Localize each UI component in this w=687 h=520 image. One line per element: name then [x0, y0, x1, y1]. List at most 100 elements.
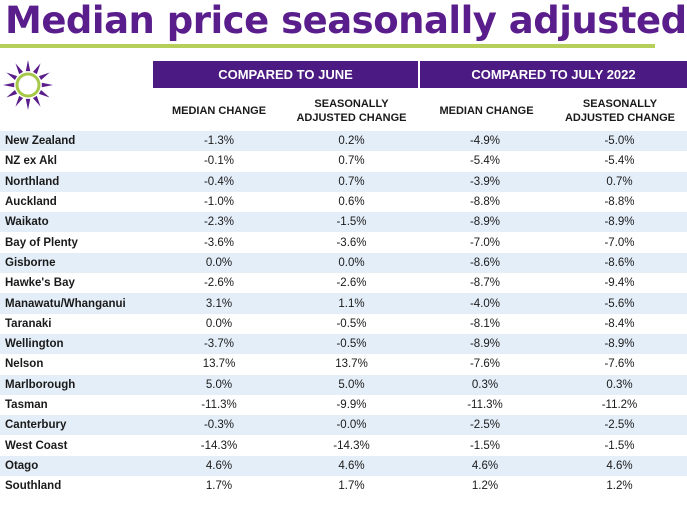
june-median-change-cell: 0.0%	[153, 252, 285, 274]
table-row: Bay of Plenty -3.6% -3.6% -7.0% -7.0%	[0, 232, 687, 253]
july2022-median-change-cell: -8.1%	[418, 313, 552, 334]
july2022-seasonally-adjusted-cell: -8.9%	[552, 333, 687, 355]
table-row: Taranaki 0.0% -0.5% -8.1% -8.4%	[0, 313, 687, 334]
june-seasonally-adjusted-cell: -9.9%	[285, 394, 418, 416]
header-compared-to-july-2022-label: COMPARED TO JULY 2022	[471, 67, 636, 82]
col-header-june-median-change-label: MEDIAN CHANGE	[171, 105, 267, 117]
july2022-median-change-cell: -8.8%	[418, 191, 552, 213]
region-cell: Southland	[0, 476, 153, 497]
july2022-seasonally-adjusted-cell: -8.9%	[552, 212, 687, 233]
sun-ray	[3, 82, 15, 88]
region-cell: Otago	[0, 455, 153, 477]
region-cell: Gisborne	[0, 252, 153, 274]
july2022-median-change-cell: -8.7%	[418, 273, 552, 294]
table-row: Nelson 13.7% 13.7% -7.6% -7.6%	[0, 354, 687, 375]
region-cell: Nelson	[0, 354, 153, 375]
july2022-median-change-cell: 1.2%	[418, 476, 552, 497]
june-seasonally-adjusted-cell: -0.5%	[285, 313, 418, 334]
col-header-line1: SEASONALLY	[314, 98, 389, 110]
june-seasonally-adjusted-cell: 0.6%	[285, 191, 418, 213]
col-header-line2: ADJUSTED CHANGE	[296, 112, 407, 124]
june-median-change-cell: -2.6%	[153, 273, 285, 294]
july2022-seasonally-adjusted-cell: -1.5%	[552, 435, 687, 456]
sun-ray	[38, 72, 50, 81]
region-cell: Waikato	[0, 212, 153, 233]
june-seasonally-adjusted-cell: -0.0%	[285, 415, 418, 436]
col-header-july2022-seasonally-adjusted-label: SEASONALLY ADJUSTED CHANGE	[565, 97, 675, 125]
june-seasonally-adjusted-cell: 0.7%	[285, 171, 418, 192]
july2022-seasonally-adjusted-cell: 1.2%	[552, 476, 687, 497]
june-median-change-cell: -14.3%	[153, 435, 285, 456]
col-header-line1: SEASONALLY	[582, 98, 658, 110]
sun-ray	[15, 95, 24, 107]
june-median-change-cell: -0.4%	[153, 171, 285, 192]
table-row: Northland -0.4% 0.7% -3.9% 0.7%	[0, 171, 687, 192]
july2022-seasonally-adjusted-cell: 4.6%	[552, 455, 687, 477]
june-median-change-cell: 5.0%	[153, 374, 285, 395]
sun-ray	[25, 60, 31, 72]
region-cell: Tasman	[0, 394, 153, 416]
june-seasonally-adjusted-cell: -14.3%	[285, 435, 418, 456]
july2022-median-change-cell: -1.5%	[418, 435, 552, 456]
june-seasonally-adjusted-cell: -2.6%	[285, 273, 418, 294]
header-compared-to-july-2022: COMPARED TO JULY 2022	[420, 61, 687, 88]
region-cell: Canterbury	[0, 415, 153, 436]
table-row: Auckland -1.0% 0.6% -8.8% -8.8%	[0, 191, 687, 213]
july2022-seasonally-adjusted-cell: 0.3%	[552, 374, 687, 395]
july2022-median-change-cell: -4.9%	[418, 131, 552, 152]
july2022-median-change-cell: -2.5%	[418, 415, 552, 436]
july2022-median-change-cell: 4.6%	[418, 455, 552, 477]
june-seasonally-adjusted-cell: 5.0%	[285, 374, 418, 395]
region-cell: West Coast	[0, 435, 153, 456]
june-median-change-cell: -3.6%	[153, 232, 285, 253]
region-cell: New Zealand	[0, 131, 153, 152]
table-row: Gisborne 0.0% 0.0% -8.6% -8.6%	[0, 252, 687, 274]
june-median-change-cell: 3.1%	[153, 293, 285, 314]
july2022-seasonally-adjusted-cell: -5.4%	[552, 151, 687, 172]
title-underline	[0, 44, 655, 48]
sun-ray	[32, 95, 41, 107]
july2022-seasonally-adjusted-cell: -2.5%	[552, 415, 687, 436]
table-row: Manawatu/Whanganui 3.1% 1.1% -4.0% -5.6%	[0, 293, 687, 314]
table-row: Southland 1.7% 1.7% 1.2% 1.2%	[0, 476, 687, 497]
june-seasonally-adjusted-cell: 1.7%	[285, 476, 418, 497]
sun-core	[15, 72, 41, 98]
june-seasonally-adjusted-cell: 0.7%	[285, 151, 418, 172]
july2022-median-change-cell: -8.9%	[418, 333, 552, 355]
july2022-median-change-cell: -7.0%	[418, 232, 552, 253]
june-seasonally-adjusted-cell: -1.5%	[285, 212, 418, 233]
sun-ray	[38, 89, 50, 98]
table-row: Tasman -11.3% -9.9% -11.3% -11.2%	[0, 394, 687, 416]
table-row: Wellington -3.7% -0.5% -8.9% -8.9%	[0, 333, 687, 355]
sun-ray	[6, 89, 18, 98]
region-cell: Northland	[0, 171, 153, 192]
col-header-june-median-change: MEDIAN CHANGE	[153, 96, 285, 126]
july2022-seasonally-adjusted-cell: -5.0%	[552, 131, 687, 152]
july2022-median-change-cell: -8.6%	[418, 252, 552, 274]
july2022-seasonally-adjusted-cell: -7.6%	[552, 354, 687, 375]
july2022-median-change-cell: -5.4%	[418, 151, 552, 172]
col-header-july2022-seasonally-adjusted: SEASONALLY ADJUSTED CHANGE	[553, 96, 687, 126]
region-cell: Hawke's Bay	[0, 273, 153, 294]
sun-ray	[32, 63, 41, 75]
july2022-seasonally-adjusted-cell: -7.0%	[552, 232, 687, 253]
july2022-median-change-cell: -7.6%	[418, 354, 552, 375]
region-cell: Taranaki	[0, 313, 153, 334]
june-median-change-cell: 0.0%	[153, 313, 285, 334]
header-compared-to-june-label: COMPARED TO JUNE	[218, 67, 353, 82]
table-row: Waikato -2.3% -1.5% -8.9% -8.9%	[0, 212, 687, 233]
june-median-change-cell: 1.7%	[153, 476, 285, 497]
col-header-line2: ADJUSTED CHANGE	[564, 112, 675, 124]
june-seasonally-adjusted-cell: 1.1%	[285, 293, 418, 314]
june-seasonally-adjusted-cell: 4.6%	[285, 455, 418, 477]
table-row: Otago 4.6% 4.6% 4.6% 4.6%	[0, 455, 687, 477]
sun-ray	[6, 72, 18, 81]
col-header-july2022-median-change: MEDIAN CHANGE	[420, 96, 553, 126]
july2022-seasonally-adjusted-cell: -11.2%	[552, 394, 687, 416]
header-compared-to-june: COMPARED TO JUNE	[153, 61, 418, 88]
table-row: West Coast -14.3% -14.3% -1.5% -1.5%	[0, 435, 687, 456]
june-seasonally-adjusted-cell: 0.0%	[285, 252, 418, 274]
june-seasonally-adjusted-cell: -0.5%	[285, 333, 418, 355]
sun-ray	[41, 82, 53, 88]
table-row: New Zealand -1.3% 0.2% -4.9% -5.0%	[0, 131, 687, 152]
